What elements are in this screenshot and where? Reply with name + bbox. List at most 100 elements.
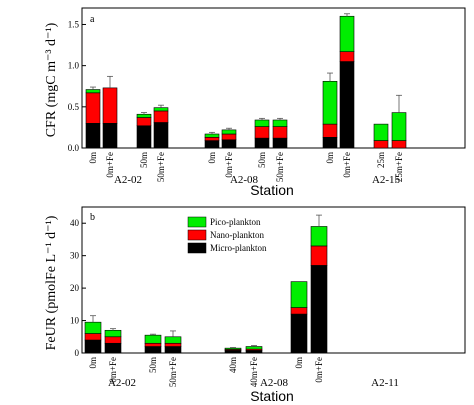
- bar-segment-micro: [290, 313, 308, 354]
- x-tick-label: 0m+Fe: [314, 357, 324, 383]
- bar-segment-pico: [224, 347, 242, 350]
- y-tick-label: 0: [75, 348, 80, 358]
- bar-segment-micro: [144, 346, 162, 354]
- bar-segment-nano: [310, 245, 328, 266]
- bar-segment-pico: [84, 321, 102, 334]
- y-tick-label: 30: [70, 251, 80, 261]
- x-tick-label: 0m: [325, 152, 335, 164]
- bar-segment-pico: [391, 112, 407, 141]
- legend: Pico-plankton Nano-plankton Micro-plankt…: [187, 216, 267, 254]
- bar-segment-micro: [85, 122, 101, 149]
- bar-segment-pico: [136, 113, 152, 118]
- x-tick-label: 0m+Fe: [108, 357, 118, 383]
- y-tick-label: 10: [70, 316, 80, 326]
- bar-segment-nano: [136, 117, 152, 127]
- bar-segment-pico: [144, 334, 162, 344]
- bar-segment-micro: [102, 122, 118, 149]
- bar-segment-pico: [373, 123, 389, 141]
- panel-b-station-labels: A2-02 A2-08 A2-11: [108, 377, 399, 389]
- bar-segment-nano: [144, 342, 162, 347]
- bar-segment-pico: [254, 119, 270, 127]
- y-tick-label: 40: [70, 218, 80, 228]
- bar-segment-pico: [164, 336, 182, 344]
- legend-swatch-nano: [187, 229, 207, 241]
- bar-segment-pico: [339, 15, 355, 52]
- bar-segment-pico: [322, 80, 338, 125]
- bar-segment-nano: [373, 140, 389, 149]
- bar-segment-pico: [204, 133, 220, 138]
- bar-segment-nano: [84, 333, 102, 341]
- panel-b-x-tick-labels: 0m 0m+Fe 50m 50m+Fe 40m 40m+Fe 0m 0m+Fe: [88, 357, 324, 387]
- panel-b-x-axis-title: Station: [250, 388, 294, 404]
- bar-segment-micro: [153, 122, 169, 149]
- bar-segment-micro: [224, 350, 242, 354]
- panel-b-y-ticks: 0 10 20 30 40: [70, 218, 86, 358]
- bar-segment-micro: [339, 61, 355, 149]
- panel-b-marks: [84, 214, 328, 354]
- bar-segment-pico: [104, 329, 122, 338]
- bar-segment-nano: [153, 110, 169, 123]
- panel-b-frame: [81, 206, 466, 354]
- y-tick-label: 0.5: [68, 102, 80, 112]
- x-tick-label: 50m+Fe: [275, 152, 285, 182]
- bar-segment-micro: [254, 137, 270, 149]
- panel-b-letter: b: [90, 212, 95, 223]
- station-label: A2-08: [260, 377, 289, 389]
- panel-a-y-axis-title: CFR (mgC m⁻³ d⁻¹): [44, 22, 59, 137]
- bar-segment-pico: [221, 129, 237, 135]
- panel-a-letter: a: [90, 14, 95, 25]
- legend-label-nano: Nano-plankton: [210, 230, 264, 240]
- bar-segment-nano: [322, 123, 338, 138]
- station-label: A2-11: [371, 377, 399, 389]
- x-tick-label: 50m: [148, 357, 158, 373]
- y-tick-label: 20: [70, 283, 80, 293]
- panel-a-station-labels: A2-02 A2-08 A2-15: [114, 174, 401, 186]
- panel-a-x-axis-title: Station: [250, 182, 294, 198]
- bar-segment-micro: [221, 139, 237, 149]
- bar-segment-micro: [164, 346, 182, 354]
- x-tick-label: 0m: [88, 152, 98, 164]
- bar-segment-nano: [164, 342, 182, 347]
- legend-label-micro: Micro-plankton: [210, 243, 267, 253]
- x-tick-label: 0m: [207, 152, 217, 164]
- bar-segment-micro: [136, 125, 152, 149]
- bar-segment-nano: [391, 140, 407, 149]
- bar-segment-nano: [290, 307, 308, 315]
- bar-segment-pico: [153, 107, 169, 112]
- panel-a-marks: [85, 13, 407, 149]
- bar-segment-pico: [272, 119, 288, 127]
- bar-segment-micro: [204, 140, 220, 149]
- bar-segment-micro: [310, 265, 328, 354]
- panel-a-x-tick-labels: 0m 0m+Fe 50m 50m+Fe 0m 0m+Fe 50m 50m+Fe 0m 0m+Fe 2…: [88, 152, 404, 182]
- x-tick-label: 50m: [257, 152, 267, 168]
- legend-label-pico: Pico-plankton: [210, 217, 261, 227]
- bar-segment-nano: [204, 136, 220, 141]
- x-tick-label: 50m+Fe: [156, 152, 166, 182]
- x-tick-label: 40m+Fe: [249, 357, 259, 387]
- bar-segment-micro: [245, 350, 263, 354]
- panel-b-y-axis-title: FeUR (pmolFe L⁻¹ d⁻¹): [44, 215, 59, 350]
- x-tick-label: 50m: [139, 152, 149, 168]
- x-tick-label: 0m: [294, 357, 304, 369]
- x-tick-label: 0m+Fe: [105, 152, 115, 178]
- legend-swatch-micro: [187, 242, 207, 254]
- x-tick-label: 50m+Fe: [168, 357, 178, 387]
- bar-segment-micro: [84, 339, 102, 354]
- y-tick-label: 0.0: [68, 143, 80, 153]
- panel-a-y-ticks: 0.0 0.5 1.0 1.5: [68, 19, 86, 153]
- x-tick-label: 25m+Fe: [394, 152, 404, 182]
- bar-segment-nano: [221, 133, 237, 141]
- panel-a: a 0.0 0.5 1.0 1.5 0m 0m+Fe 50m 50m+Fe 0m 0m+Fe 50…: [44, 7, 466, 198]
- station-label: A2-02: [108, 377, 136, 389]
- x-tick-label: 0m: [88, 357, 98, 369]
- bar-segment-pico: [290, 281, 308, 308]
- x-tick-label: 40m: [228, 357, 238, 373]
- station-label: A2-08: [230, 174, 259, 186]
- station-label: A2-15: [372, 174, 401, 186]
- bar-segment-nano: [102, 87, 118, 124]
- bar-segment-micro: [272, 137, 288, 149]
- bar-segment-nano: [104, 336, 122, 344]
- x-tick-label: 25m: [376, 152, 386, 168]
- bar-segment-nano: [85, 92, 101, 124]
